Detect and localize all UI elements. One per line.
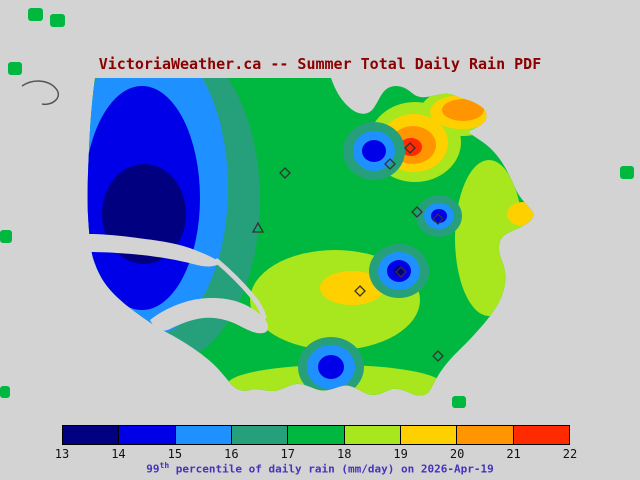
colorbar-tick: 17 [280,447,295,461]
colorbar-segment [119,426,176,444]
contour [362,140,386,162]
water-inlets [88,234,269,334]
island [0,386,10,398]
island [8,62,22,75]
colorbar-segment [513,426,569,444]
colorbar-tick: 22 [562,447,578,461]
station-marker-diamond [432,213,444,225]
colorbar-tick: 21 [506,447,521,461]
contour [455,160,523,316]
inlet-harbour [150,298,269,334]
coastline-fragment [21,80,59,106]
island [452,396,466,408]
colorbar-segment [175,426,232,444]
caption-superscript: th [159,461,170,470]
station-marker-diamond [411,206,423,218]
contour [318,355,344,379]
colorbar-tick: 13 [54,447,70,461]
cold-spots [298,122,462,396]
colorbar-segment [231,426,289,444]
colorbar [62,425,570,445]
colorbar-segment [344,426,401,444]
colorbar-tick: 14 [111,447,126,461]
station-marker-triangle [251,221,265,233]
station-marker-diamond [404,142,416,154]
contour [394,266,404,276]
contour [400,138,422,156]
colorbar-caption: 99th percentile of daily rain (mm/day) o… [0,461,640,476]
contour [442,99,484,121]
contour [320,271,384,305]
station-marker-diamond [395,266,407,278]
colorbar-ticks: 13 14 15 16 17 18 19 20 21 22 [55,447,577,461]
station-marker-diamond [384,158,396,170]
island [0,230,12,243]
colorbar-segment [457,426,514,444]
contour [431,209,447,223]
colorbar-segment [400,426,458,444]
contour-fill [87,78,534,396]
station-marker-diamond [354,285,366,297]
caption-base: 99 [146,462,160,476]
island [620,166,634,179]
page-title: VictoriaWeather.ca -- Summer Total Daily… [98,55,542,73]
colorbar-tick: 18 [336,447,352,461]
inlet-channel [214,258,267,320]
inlet-west [88,234,220,267]
colorbar-tick: 19 [393,447,408,461]
contour [507,202,534,226]
colorbar-segment [63,426,120,444]
colorbar-segment [288,426,345,444]
offshore-islands [0,8,634,408]
station-marker-diamond [432,350,444,362]
colorbar-tick: 15 [167,447,183,461]
island [28,8,43,21]
island [50,14,65,27]
caption-rest: percentile of daily rain (mm/day) on 202… [169,462,494,476]
colorbar-tick: 16 [224,447,239,461]
colorbar-tick: 20 [449,447,465,461]
station-marker-diamond [279,167,291,179]
station-markers [251,142,444,362]
